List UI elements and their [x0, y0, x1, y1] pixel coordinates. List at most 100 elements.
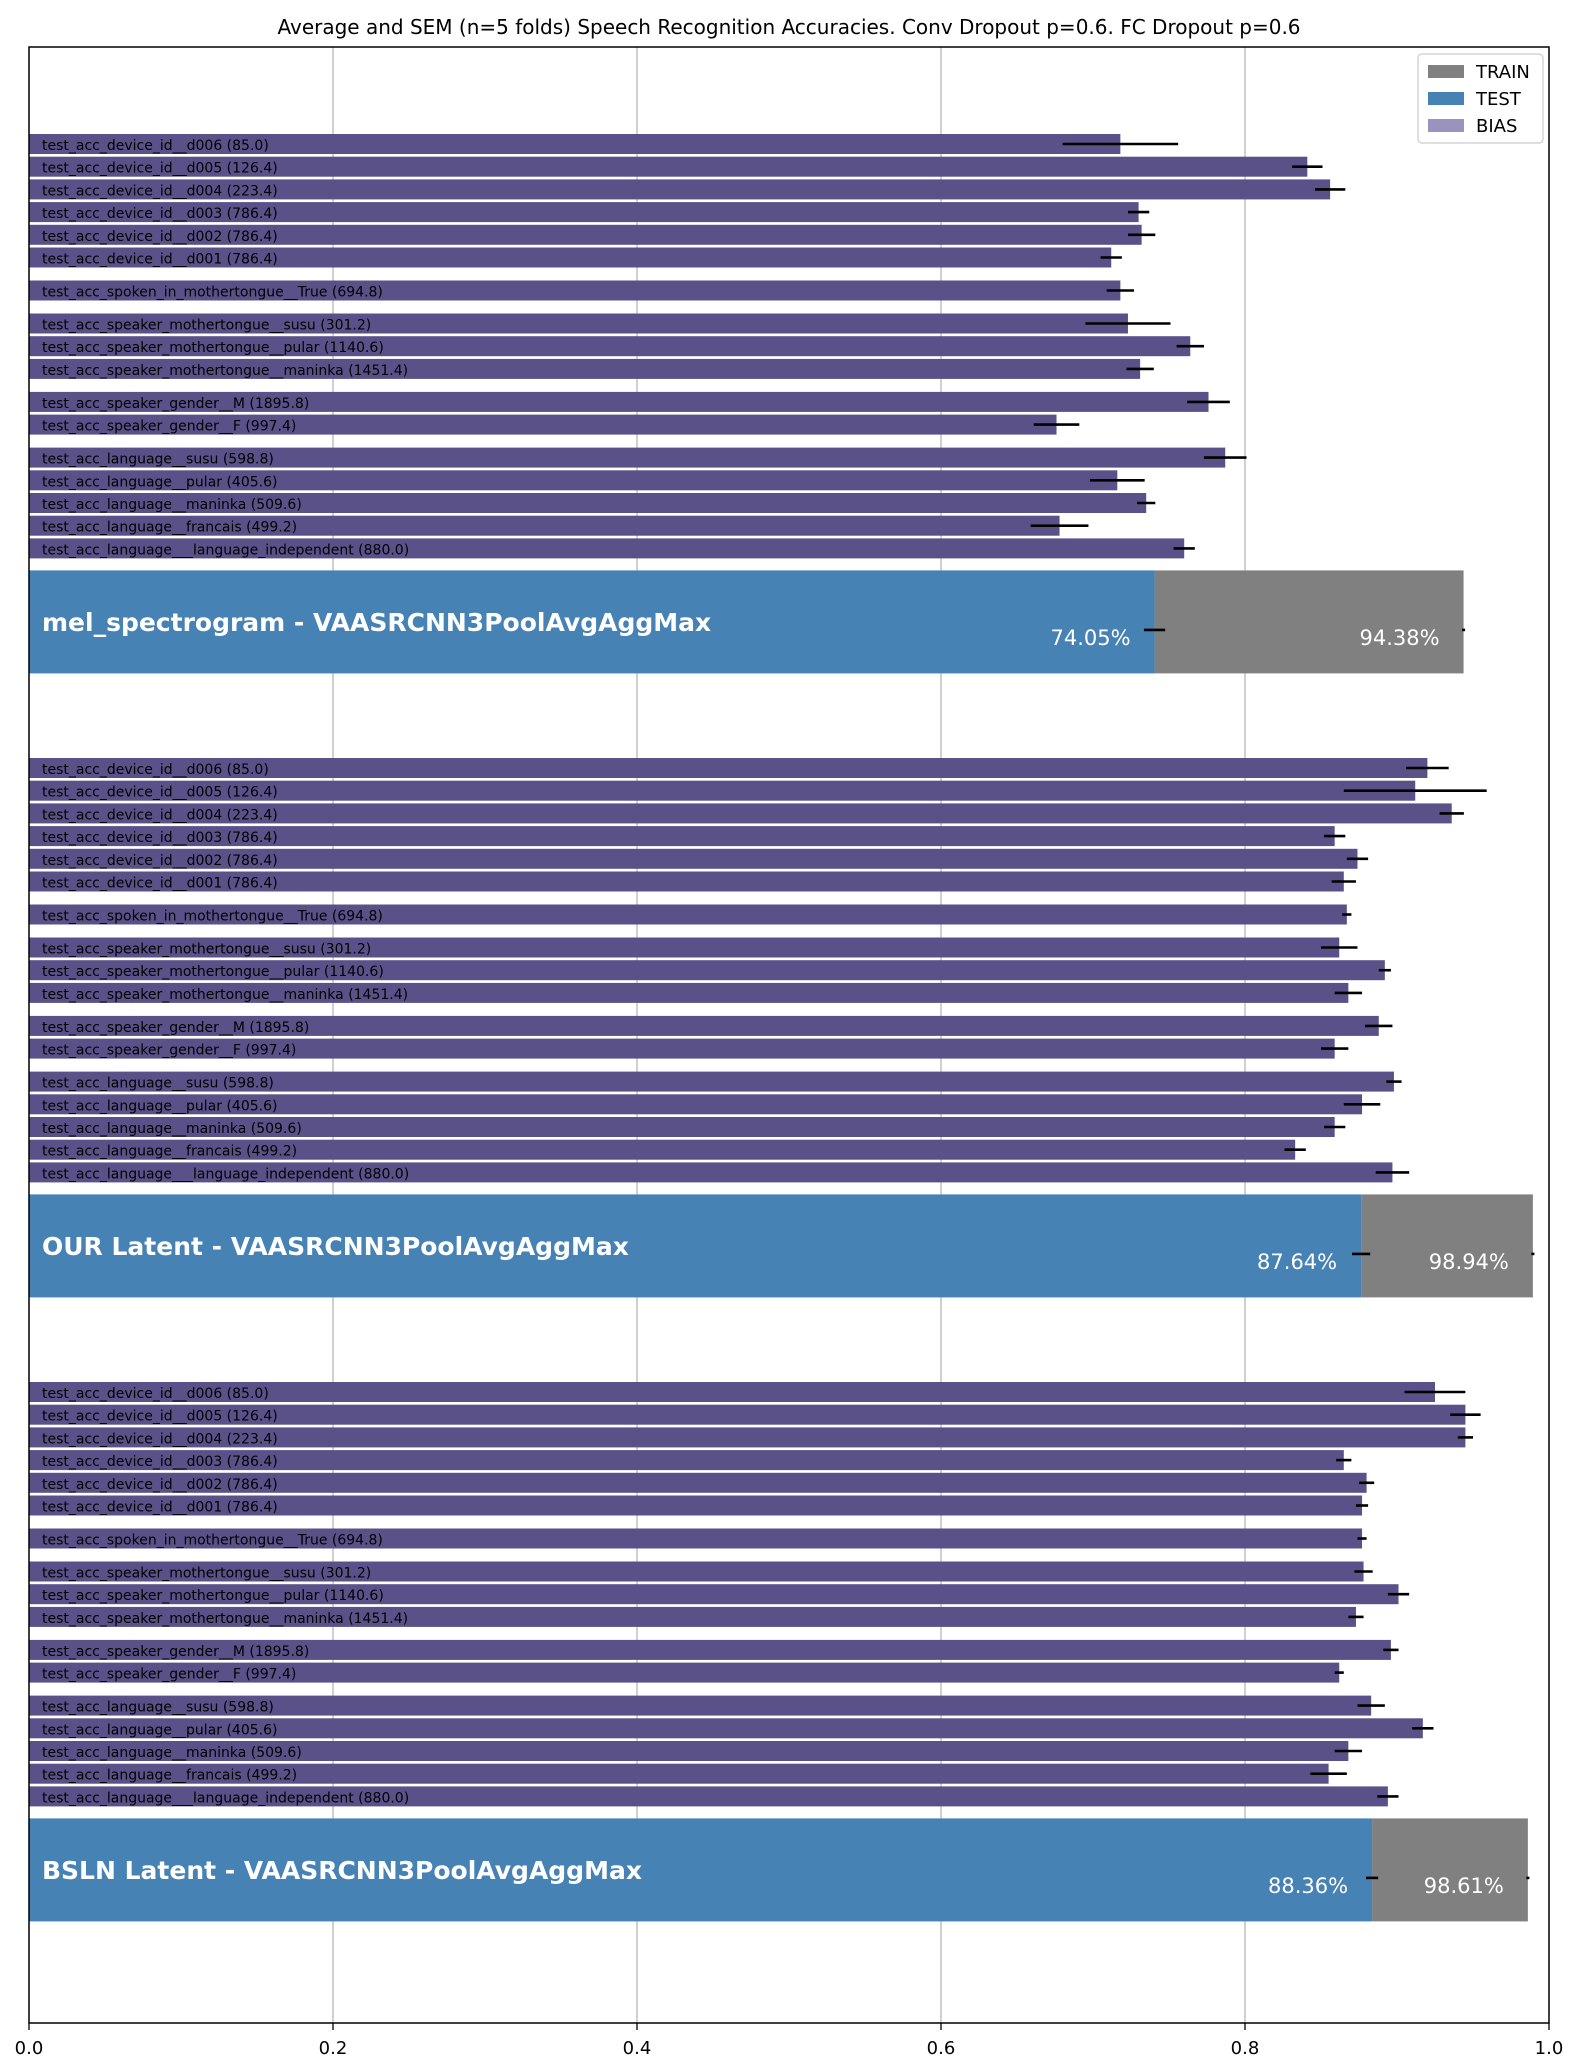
- legend-swatch: [1428, 92, 1464, 105]
- bias-bar-label: test_acc_speaker_gender__F (997.4): [42, 419, 296, 435]
- legend-swatch: [1428, 119, 1464, 132]
- bias-bar-label: test_acc_language__susu (598.8): [42, 1700, 274, 1716]
- bias-bar: [29, 470, 1118, 491]
- legend-label: BIAS: [1476, 116, 1517, 137]
- bias-bar-label: test_acc_speaker_mothertongue__maninka (…: [42, 987, 408, 1003]
- train-value-label: 98.94%: [1429, 1250, 1509, 1274]
- bias-bar: [29, 1662, 1340, 1683]
- bias-bar-label: test_acc_speaker_gender__M (1895.8): [42, 1644, 309, 1660]
- bias-bar: [29, 1695, 1372, 1716]
- bias-bar-label: test_acc_device_id__d006 (85.0): [42, 138, 269, 154]
- bias-bar-label: test_acc_speaker_gender__F (997.4): [42, 1667, 296, 1683]
- test-value-label: 88.36%: [1268, 1874, 1348, 1898]
- bias-bar: [29, 1139, 1296, 1160]
- train-bar: [1361, 1194, 1533, 1298]
- bias-bar-label: test_acc_speaker_gender__M (1895.8): [42, 396, 309, 412]
- bias-bar-label: test_acc_device_id__d004 (223.4): [42, 183, 278, 199]
- bias-bar: [29, 871, 1344, 892]
- bias-bar-label: test_acc_language__pular (405.6): [42, 1722, 277, 1738]
- bias-bar: [29, 538, 1185, 559]
- train-bar: [1372, 1818, 1528, 1922]
- legend-label: TEST: [1475, 89, 1522, 110]
- bias-bar: [29, 1763, 1329, 1784]
- train-value-label: 94.38%: [1359, 626, 1439, 650]
- bias-bar-label: test_acc_language__susu (598.8): [42, 1076, 274, 1092]
- bias-bar: [29, 904, 1347, 925]
- bias-bar-label: test_acc_device_id__d001 (786.4): [42, 876, 278, 892]
- bias-bar: [29, 447, 1226, 468]
- bias-bar-label: test_acc_device_id__d006 (85.0): [42, 762, 269, 778]
- bias-bar: [29, 156, 1308, 177]
- bias-bar: [29, 1162, 1393, 1183]
- bias-bar-label: test_acc_language___language_independent…: [42, 1790, 409, 1806]
- bias-bar: [29, 1382, 1435, 1402]
- bias-bar-label: test_acc_device_id__d004 (223.4): [42, 1431, 278, 1447]
- bias-bar: [29, 1094, 1363, 1115]
- bias-bar: [29, 414, 1057, 435]
- bias-bar-label: test_acc_speaker_mothertongue__maninka (…: [42, 363, 408, 379]
- bias-bar: [29, 1472, 1367, 1493]
- bias-bar-label: test_acc_language__francais (499.2): [42, 1768, 297, 1784]
- legend-label: TRAIN: [1475, 62, 1530, 83]
- bias-bar-label: test_acc_device_id__d003 (786.4): [42, 1454, 278, 1470]
- bias-bar-label: test_acc_device_id__d006 (85.0): [42, 1386, 269, 1402]
- bias-bar: [29, 1584, 1399, 1605]
- bias-bar: [29, 336, 1191, 357]
- legend-swatch: [1428, 65, 1464, 78]
- bias-bar: [29, 391, 1209, 412]
- train-value-label: 98.61%: [1424, 1874, 1504, 1898]
- test-value-label: 74.05%: [1050, 626, 1130, 650]
- bias-bar-label: test_acc_spoken_in_mothertongue__True (6…: [42, 1533, 383, 1549]
- bias-bar-label: test_acc_language__maninka (509.6): [42, 1121, 302, 1137]
- bias-bar: [29, 1528, 1363, 1549]
- plot-frame: [28, 46, 1550, 2024]
- bias-bar: [29, 358, 1141, 379]
- bias-bar: [29, 1639, 1391, 1660]
- bias-bar: [29, 1606, 1356, 1627]
- bias-bar-label: test_acc_device_id__d002 (786.4): [42, 229, 278, 245]
- bias-bar: [29, 515, 1060, 536]
- bias-bar-label: test_acc_speaker_gender__F (997.4): [42, 1043, 296, 1059]
- bias-bar-label: test_acc_speaker_mothertongue__maninka (…: [42, 1611, 408, 1627]
- bias-bar: [29, 1786, 1388, 1807]
- bias-bar-label: test_acc_device_id__d003 (786.4): [42, 206, 278, 222]
- bias-bar: [29, 202, 1139, 223]
- test-bar: [29, 570, 1155, 674]
- test-bar: [29, 1818, 1373, 1922]
- x-tick-label: 0.0: [15, 2038, 44, 2059]
- bias-bar: [29, 280, 1121, 301]
- bias-bar-label: test_acc_device_id__d001 (786.4): [42, 1500, 278, 1516]
- bias-bar: [29, 1071, 1394, 1092]
- bias-bar-label: test_acc_speaker_mothertongue__susu (301…: [42, 318, 371, 334]
- bias-bar-label: test_acc_device_id__d001 (786.4): [42, 252, 278, 268]
- bias-bar: [29, 1718, 1423, 1739]
- x-tick-label: 0.4: [623, 2038, 652, 2059]
- bias-bar-label: test_acc_device_id__d005 (126.4): [42, 161, 278, 177]
- bias-bar-label: test_acc_speaker_mothertongue__pular (11…: [42, 964, 384, 980]
- x-tick-label: 0.2: [319, 2038, 348, 2059]
- bias-bar: [29, 1741, 1349, 1761]
- bias-bar: [29, 848, 1358, 869]
- group-name: mel_spectrogram - VAASRCNN3PoolAvgAggMax: [42, 608, 711, 637]
- bias-bar-label: test_acc_device_id__d002 (786.4): [42, 853, 278, 869]
- bias-bar-label: test_acc_language__francais (499.2): [42, 1144, 297, 1160]
- bias-bar-label: test_acc_language__susu (598.8): [42, 452, 274, 468]
- bias-bar: [29, 179, 1331, 200]
- bias-bar-label: test_acc_speaker_mothertongue__pular (11…: [42, 340, 384, 356]
- bias-bar: [29, 247, 1112, 268]
- bias-bar: [29, 780, 1416, 801]
- bias-bar-label: test_acc_language__francais (499.2): [42, 520, 297, 536]
- bias-bar: [29, 1561, 1364, 1582]
- bias-bar-label: test_acc_speaker_mothertongue__susu (301…: [42, 1566, 371, 1582]
- bias-bar: [29, 134, 1121, 154]
- bias-bar: [29, 982, 1349, 1003]
- bias-bar-label: test_acc_device_id__d004 (223.4): [42, 807, 278, 823]
- bias-bar: [29, 1404, 1466, 1425]
- train-bar: [1154, 570, 1464, 674]
- bias-bar-label: test_acc_speaker_gender__M (1895.8): [42, 1020, 309, 1036]
- test-bar: [29, 1194, 1362, 1298]
- bias-bar: [29, 826, 1335, 847]
- bias-bar-label: test_acc_spoken_in_mothertongue__True (6…: [42, 285, 383, 301]
- x-tick-label: 1.0: [1535, 2038, 1564, 2059]
